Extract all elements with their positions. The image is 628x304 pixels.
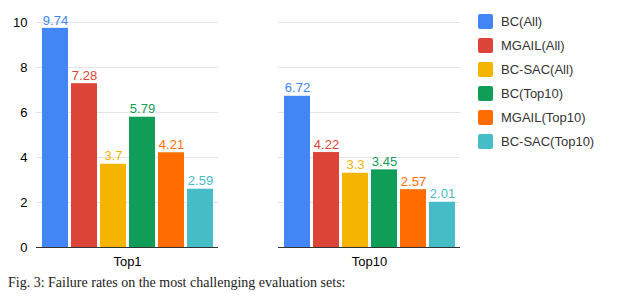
svg-text:6.72: 6.72 <box>285 80 310 95</box>
svg-text:3.7: 3.7 <box>104 148 122 163</box>
svg-text:Top10: Top10 <box>352 254 387 269</box>
svg-text:4: 4 <box>20 150 27 165</box>
svg-text:5.79: 5.79 <box>130 101 155 116</box>
svg-text:2: 2 <box>20 195 27 210</box>
svg-text:6: 6 <box>20 105 27 120</box>
html-text:Fig. 3: Failure rates on the m: Fig. 3: Failure rates on the most challe… <box>8 275 346 290</box>
svg-text:7.28: 7.28 <box>72 68 97 83</box>
html-text:BC-SAC(All): BC-SAC(All) <box>501 62 574 77</box>
html-text:MGAIL(Top10): MGAIL(Top10) <box>501 110 586 125</box>
html-text:BC-SAC(Top10): BC-SAC(Top10) <box>501 134 595 149</box>
svg-text:10: 10 <box>13 15 27 30</box>
svg-text:3.3: 3.3 <box>346 157 364 172</box>
svg-text:2.59: 2.59 <box>188 173 213 188</box>
svg-text:8: 8 <box>20 60 27 75</box>
svg-text:0: 0 <box>20 240 27 255</box>
html-text:BC(All): BC(All) <box>501 14 543 29</box>
svg-text:Top1: Top1 <box>113 254 141 269</box>
svg-text:4.22: 4.22 <box>314 137 339 152</box>
svg-text:2.01: 2.01 <box>430 186 455 201</box>
svg-text:2.57: 2.57 <box>401 174 426 189</box>
html-text:MGAIL(All): MGAIL(All) <box>501 38 565 53</box>
svg-text:4.21: 4.21 <box>159 137 184 152</box>
html-text:BC(Top10): BC(Top10) <box>501 86 564 101</box>
svg-text:3.45: 3.45 <box>372 154 397 169</box>
svg-text:9.74: 9.74 <box>43 13 68 28</box>
